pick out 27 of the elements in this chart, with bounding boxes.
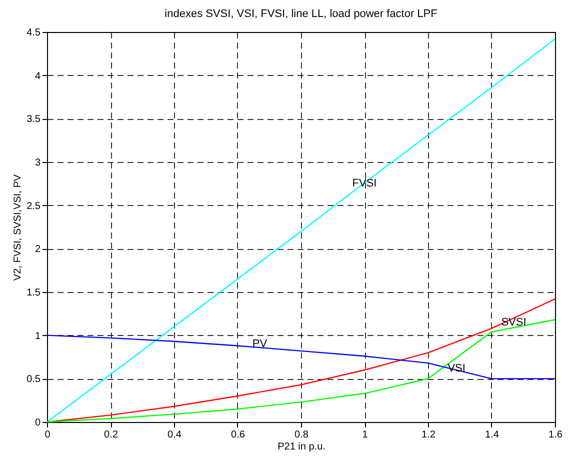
- y-axis-title: V2, FVSI, SVSI,VSI, PV: [12, 174, 24, 281]
- x-tick-label: 0: [44, 430, 51, 440]
- y-tick-label: 0.5: [26, 374, 41, 386]
- x-tick-label: 0.8: [294, 430, 309, 440]
- line-series: [46, 38, 556, 423]
- x-tick-label: 0.6: [231, 430, 246, 440]
- y-tick-label: 2.5: [26, 200, 41, 212]
- line-series: [46, 319, 556, 423]
- x-tick-label: 1: [362, 430, 368, 440]
- y-tick-label: 1: [34, 330, 41, 342]
- y-tick-label: 4: [34, 70, 41, 82]
- annotation: PV: [252, 338, 268, 350]
- x-axis-title: P21 in p.u.: [278, 442, 326, 452]
- x-tick-label: 1.2: [422, 430, 436, 440]
- y-tick-label: 3.5: [26, 114, 41, 126]
- x-tick-label: 0.4: [168, 430, 182, 440]
- y-tick-label: 4.5: [26, 28, 41, 38]
- y-tick-label: 2: [34, 244, 41, 256]
- y-tick-label: 0: [34, 418, 41, 428]
- y-tick-label: 3: [34, 158, 41, 168]
- line-series: [46, 334, 556, 380]
- x-tick-label: 1.4: [485, 430, 500, 440]
- x-tick-label: 1.6: [548, 430, 563, 440]
- x-tick-label: 0.2: [104, 430, 118, 440]
- chart-title: indexes SVSI, VSI, FVSI, line LL, load power factor LPF: [164, 8, 438, 20]
- y-tick-label: 1.5: [26, 288, 41, 298]
- line-series: [46, 298, 556, 423]
